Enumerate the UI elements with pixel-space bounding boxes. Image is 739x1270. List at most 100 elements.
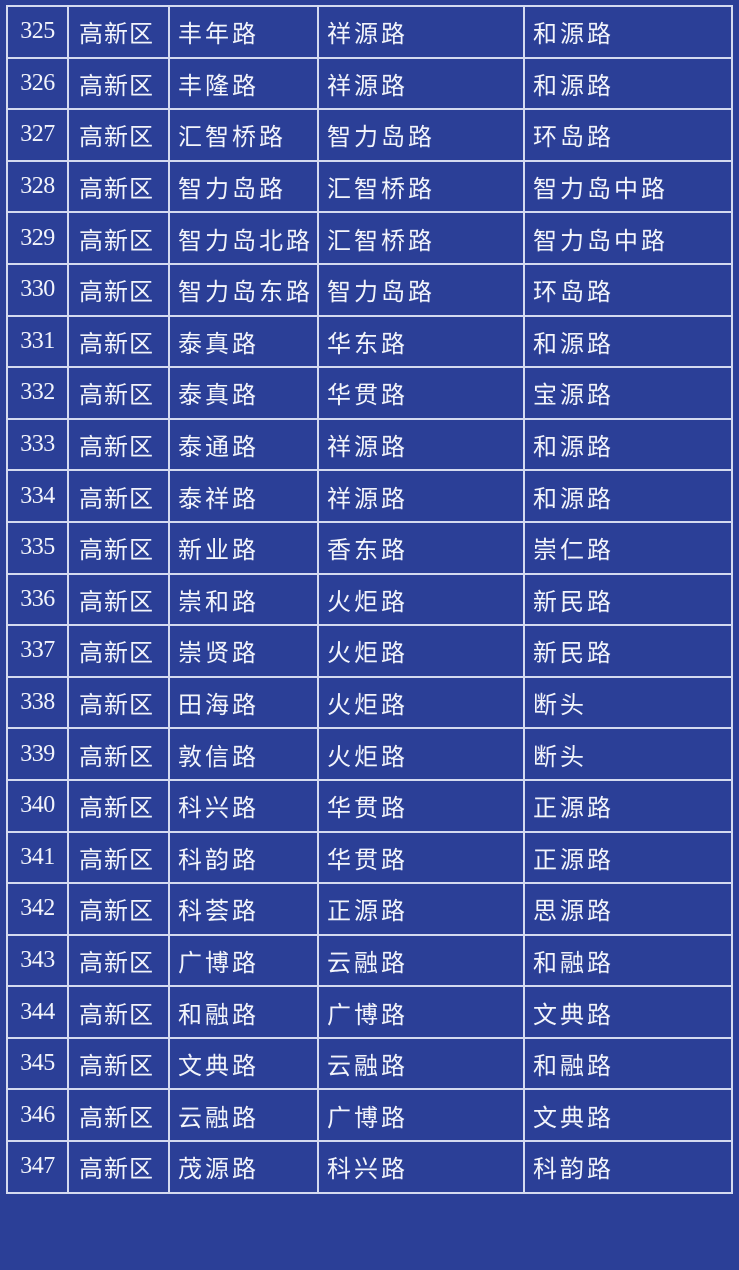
end-point-cell: 断头 <box>523 675 733 730</box>
district-cell: 高新区 <box>67 1036 170 1091</box>
end-point-cell: 和融路 <box>523 1036 733 1091</box>
start-point-cell: 汇智桥路 <box>317 159 525 214</box>
table-row: 346 高新区 云融路 广博路 文典路 <box>6 1088 733 1143</box>
row-number: 336 <box>6 572 69 627</box>
district-cell: 高新区 <box>67 314 170 369</box>
row-number: 325 <box>6 5 69 59</box>
row-number: 329 <box>6 211 69 265</box>
district-cell: 高新区 <box>67 882 170 936</box>
row-number: 343 <box>6 933 69 988</box>
start-point-cell: 广博路 <box>317 1088 525 1143</box>
table-row: 335 高新区 新业路 香东路 崇仁路 <box>6 520 733 575</box>
district-cell: 高新区 <box>67 56 170 111</box>
road-name-cell: 云融路 <box>168 1088 319 1143</box>
start-point-cell: 祥源路 <box>317 5 525 59</box>
start-point-cell: 祥源路 <box>317 417 525 472</box>
start-point-cell: 火炬路 <box>317 675 525 730</box>
table-row: 330 高新区 智力岛东路 智力岛路 环岛路 <box>6 262 733 317</box>
start-point-cell: 火炬路 <box>317 624 525 678</box>
row-number: 328 <box>6 159 69 214</box>
start-point-cell: 香东路 <box>317 520 525 575</box>
district-cell: 高新区 <box>67 624 170 678</box>
road-name-cell: 智力岛北路 <box>168 211 319 265</box>
table-row: 332 高新区 泰真路 华贯路 宝源路 <box>6 366 733 420</box>
row-number: 342 <box>6 882 69 936</box>
table-row: 345 高新区 文典路 云融路 和融路 <box>6 1036 733 1091</box>
start-point-cell: 华东路 <box>317 314 525 369</box>
row-number: 344 <box>6 985 69 1039</box>
district-cell: 高新区 <box>67 159 170 214</box>
row-number: 340 <box>6 778 69 833</box>
road-name-cell: 崇贤路 <box>168 624 319 678</box>
row-number: 330 <box>6 262 69 317</box>
table-row: 334 高新区 泰祥路 祥源路 和源路 <box>6 469 733 523</box>
road-name-cell: 智力岛东路 <box>168 262 319 317</box>
road-name-cell: 广博路 <box>168 933 319 988</box>
end-point-cell: 环岛路 <box>523 108 733 162</box>
district-cell: 高新区 <box>67 520 170 575</box>
start-point-cell: 云融路 <box>317 933 525 988</box>
road-name-cell: 崇和路 <box>168 572 319 627</box>
road-name-cell: 新业路 <box>168 520 319 575</box>
road-name-cell: 汇智桥路 <box>168 108 319 162</box>
end-point-cell: 环岛路 <box>523 262 733 317</box>
road-name-cell: 泰真路 <box>168 366 319 420</box>
start-point-cell: 华贯路 <box>317 366 525 420</box>
road-name-cell: 文典路 <box>168 1036 319 1091</box>
district-cell: 高新区 <box>67 778 170 833</box>
table-row: 336 高新区 崇和路 火炬路 新民路 <box>6 572 733 627</box>
district-cell: 高新区 <box>67 108 170 162</box>
start-point-cell: 火炬路 <box>317 727 525 781</box>
table-row: 329 高新区 智力岛北路 汇智桥路 智力岛中路 <box>6 211 733 265</box>
start-point-cell: 华贯路 <box>317 830 525 885</box>
table-row: 328 高新区 智力岛路 汇智桥路 智力岛中路 <box>6 159 733 214</box>
table-row: 337 高新区 崇贤路 火炬路 新民路 <box>6 624 733 678</box>
road-name-cell: 科兴路 <box>168 778 319 833</box>
table-row: 331 高新区 泰真路 华东路 和源路 <box>6 314 733 369</box>
district-cell: 高新区 <box>67 262 170 317</box>
table-row: 326 高新区 丰隆路 祥源路 和源路 <box>6 56 733 111</box>
start-point-cell: 华贯路 <box>317 778 525 833</box>
row-number: 334 <box>6 469 69 523</box>
row-number: 335 <box>6 520 69 575</box>
road-name-cell: 科荟路 <box>168 882 319 936</box>
district-cell: 高新区 <box>67 933 170 988</box>
end-point-cell: 智力岛中路 <box>523 211 733 265</box>
district-cell: 高新区 <box>67 830 170 885</box>
table-row: 340 高新区 科兴路 华贯路 正源路 <box>6 778 733 833</box>
start-point-cell: 云融路 <box>317 1036 525 1091</box>
table-row: 344 高新区 和融路 广博路 文典路 <box>6 985 733 1039</box>
table-row: 327 高新区 汇智桥路 智力岛路 环岛路 <box>6 108 733 162</box>
row-number: 347 <box>6 1140 69 1194</box>
district-cell: 高新区 <box>67 211 170 265</box>
road-name-cell: 科韵路 <box>168 830 319 885</box>
road-name-cell: 茂源路 <box>168 1140 319 1194</box>
road-name-cell: 丰年路 <box>168 5 319 59</box>
table-row: 342 高新区 科荟路 正源路 思源路 <box>6 882 733 936</box>
table-row: 325 高新区 丰年路 祥源路 和源路 <box>6 5 733 59</box>
table-row: 338 高新区 田海路 火炬路 断头 <box>6 675 733 730</box>
district-cell: 高新区 <box>67 1088 170 1143</box>
end-point-cell: 正源路 <box>523 778 733 833</box>
district-cell: 高新区 <box>67 5 170 59</box>
table-row: 333 高新区 泰通路 祥源路 和源路 <box>6 417 733 472</box>
district-cell: 高新区 <box>67 675 170 730</box>
row-number: 337 <box>6 624 69 678</box>
end-point-cell: 正源路 <box>523 830 733 885</box>
start-point-cell: 科兴路 <box>317 1140 525 1194</box>
end-point-cell: 和源路 <box>523 56 733 111</box>
end-point-cell: 和源路 <box>523 5 733 59</box>
road-name-cell: 智力岛路 <box>168 159 319 214</box>
end-point-cell: 新民路 <box>523 624 733 678</box>
road-name-cell: 敦信路 <box>168 727 319 781</box>
row-number: 338 <box>6 675 69 730</box>
row-number: 341 <box>6 830 69 885</box>
start-point-cell: 祥源路 <box>317 469 525 523</box>
end-point-cell: 和融路 <box>523 933 733 988</box>
row-number: 345 <box>6 1036 69 1091</box>
row-number: 327 <box>6 108 69 162</box>
table-row: 341 高新区 科韵路 华贯路 正源路 <box>6 830 733 885</box>
table-row: 343 高新区 广博路 云融路 和融路 <box>6 933 733 988</box>
district-cell: 高新区 <box>67 727 170 781</box>
district-cell: 高新区 <box>67 469 170 523</box>
